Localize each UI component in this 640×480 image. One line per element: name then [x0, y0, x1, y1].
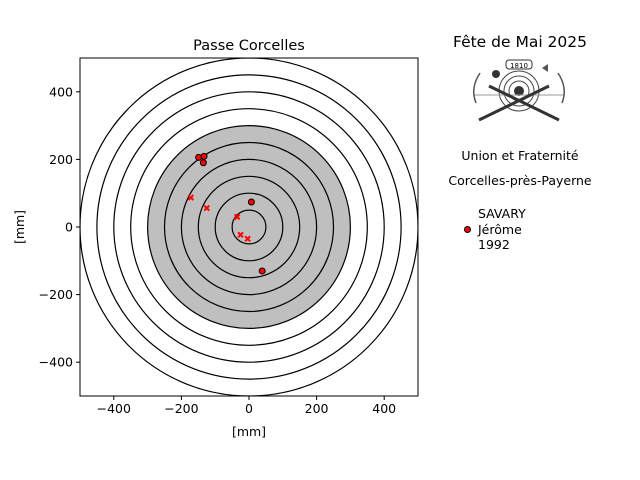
target: [80, 58, 418, 396]
club-motto: Union et Fraternité: [461, 148, 579, 163]
y-tick-label: 200: [49, 152, 73, 167]
target-ring: [180, 158, 318, 296]
legend-marker-icon: [464, 226, 471, 233]
event-title: Fête de Mai 2025: [453, 33, 587, 51]
x-axis-label: [mm]: [232, 424, 266, 439]
legend-firstname: Jérôme: [478, 221, 522, 237]
shot-x-marker: [203, 204, 210, 212]
shot-point: [199, 159, 207, 167]
target-ring: [113, 91, 385, 363]
x-tick-label: 200: [305, 401, 329, 416]
legend: SAVARY Jérôme 1992: [462, 206, 526, 253]
svg-text:1810: 1810: [510, 62, 528, 70]
shot-point: [258, 267, 266, 275]
club-logo: 1810: [473, 59, 565, 122]
target-ring: [197, 175, 301, 279]
target-ring: [96, 74, 402, 380]
x-tick-label: 400: [372, 401, 396, 416]
shot-point: [200, 152, 208, 160]
shot-point: [247, 198, 255, 206]
y-tick-label: 0: [65, 220, 73, 235]
target-ring: [147, 124, 352, 330]
y-tick-label: −200: [39, 287, 73, 302]
y-tick-label: −400: [39, 355, 73, 370]
target-ring: [214, 192, 284, 262]
shot-x-marker: [237, 231, 244, 238]
chart-title: Passe Corcelles: [193, 38, 305, 54]
target-ring: [163, 141, 335, 313]
target-ring: [130, 108, 368, 346]
x-tick-label: −200: [164, 401, 198, 416]
legend-year: 1992: [478, 237, 510, 252]
y-axis-label: [mm]: [12, 210, 27, 244]
shot-x-marker: [233, 213, 241, 221]
target-black-area: [147, 125, 351, 329]
target-ring: [231, 209, 267, 245]
shot-x-marker: [244, 235, 251, 243]
y-tick-label: 400: [49, 84, 73, 99]
x-tick-label: −400: [97, 401, 131, 416]
legend-name: SAVARY: [478, 206, 526, 221]
x-tick-label: 0: [245, 401, 253, 416]
club-location: Corcelles-près-Payerne: [448, 173, 592, 188]
shot-x-marker: [187, 194, 195, 201]
